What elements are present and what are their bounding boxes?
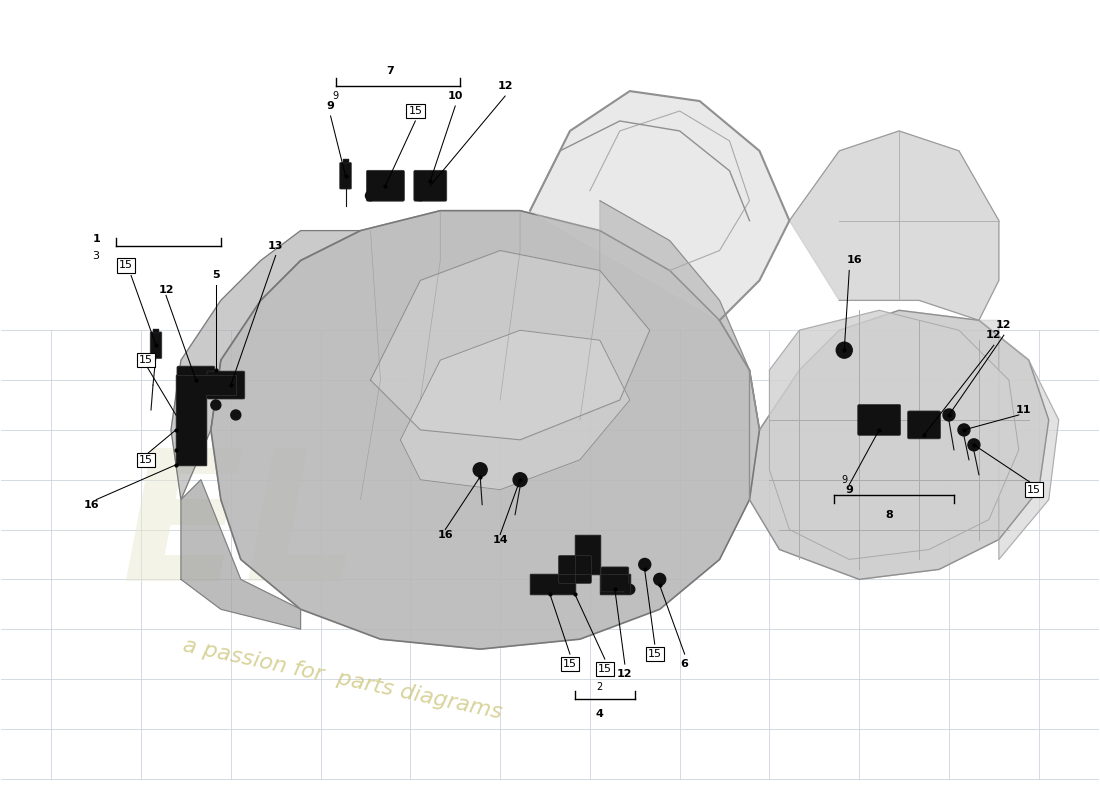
Text: 16: 16 <box>438 530 453 539</box>
Text: 6: 6 <box>681 659 689 669</box>
Bar <box>153 329 159 333</box>
Text: 10: 10 <box>448 91 463 101</box>
Polygon shape <box>749 310 1048 579</box>
Text: 15: 15 <box>408 106 422 116</box>
Circle shape <box>968 439 980 451</box>
Polygon shape <box>769 310 1019 559</box>
Bar <box>342 159 349 163</box>
Text: 11: 11 <box>1016 405 1032 415</box>
FancyBboxPatch shape <box>858 405 901 435</box>
Polygon shape <box>400 330 630 490</box>
Text: 2: 2 <box>596 682 603 692</box>
Text: 9: 9 <box>332 91 339 101</box>
Text: 15: 15 <box>119 261 133 270</box>
Circle shape <box>231 410 241 420</box>
Text: 3: 3 <box>92 250 100 261</box>
Polygon shape <box>600 201 749 370</box>
FancyBboxPatch shape <box>559 555 592 583</box>
FancyBboxPatch shape <box>207 371 245 399</box>
FancyBboxPatch shape <box>414 170 447 201</box>
Polygon shape <box>530 91 790 320</box>
Circle shape <box>211 400 221 410</box>
Circle shape <box>958 424 970 436</box>
Text: a passion for  parts diagrams: a passion for parts diagrams <box>180 635 504 723</box>
Text: 15: 15 <box>563 659 576 669</box>
Text: 9: 9 <box>327 101 334 111</box>
FancyBboxPatch shape <box>601 567 629 592</box>
Text: 5: 5 <box>212 270 220 281</box>
Text: 15: 15 <box>648 649 662 659</box>
Text: 15: 15 <box>139 454 153 465</box>
Text: 12: 12 <box>997 320 1012 330</box>
Text: 1: 1 <box>92 234 100 243</box>
Text: 7: 7 <box>386 66 394 76</box>
Circle shape <box>639 558 651 570</box>
Circle shape <box>943 409 955 421</box>
Text: 12: 12 <box>986 330 1002 340</box>
Text: 16: 16 <box>84 500 99 510</box>
Text: 12: 12 <box>617 669 632 679</box>
Text: 9: 9 <box>842 474 847 485</box>
Text: 15: 15 <box>1026 485 1041 494</box>
FancyBboxPatch shape <box>340 162 351 189</box>
Text: 16: 16 <box>846 255 862 266</box>
Text: 15: 15 <box>139 355 153 365</box>
Text: 12: 12 <box>497 81 513 91</box>
Polygon shape <box>180 480 300 630</box>
Circle shape <box>653 574 666 586</box>
FancyBboxPatch shape <box>908 411 940 439</box>
Polygon shape <box>790 131 999 320</box>
Circle shape <box>473 462 487 477</box>
Text: 9: 9 <box>845 485 854 494</box>
Text: 8: 8 <box>886 510 893 520</box>
Text: 14: 14 <box>493 534 508 545</box>
Circle shape <box>513 473 527 486</box>
Text: 15: 15 <box>598 664 612 674</box>
Text: 13: 13 <box>268 241 284 250</box>
Polygon shape <box>211 210 759 649</box>
Text: EL: EL <box>121 443 360 619</box>
Circle shape <box>836 342 852 358</box>
Polygon shape <box>176 375 235 465</box>
Text: 4: 4 <box>596 709 604 719</box>
FancyBboxPatch shape <box>177 366 214 394</box>
Polygon shape <box>530 534 630 594</box>
Text: 12: 12 <box>158 286 174 295</box>
Circle shape <box>416 190 426 201</box>
Polygon shape <box>371 250 650 440</box>
Circle shape <box>180 390 191 400</box>
Circle shape <box>625 584 635 594</box>
FancyBboxPatch shape <box>366 170 405 201</box>
Polygon shape <box>979 320 1058 559</box>
Circle shape <box>365 190 375 201</box>
FancyBboxPatch shape <box>151 332 162 358</box>
Polygon shape <box>170 230 361 500</box>
